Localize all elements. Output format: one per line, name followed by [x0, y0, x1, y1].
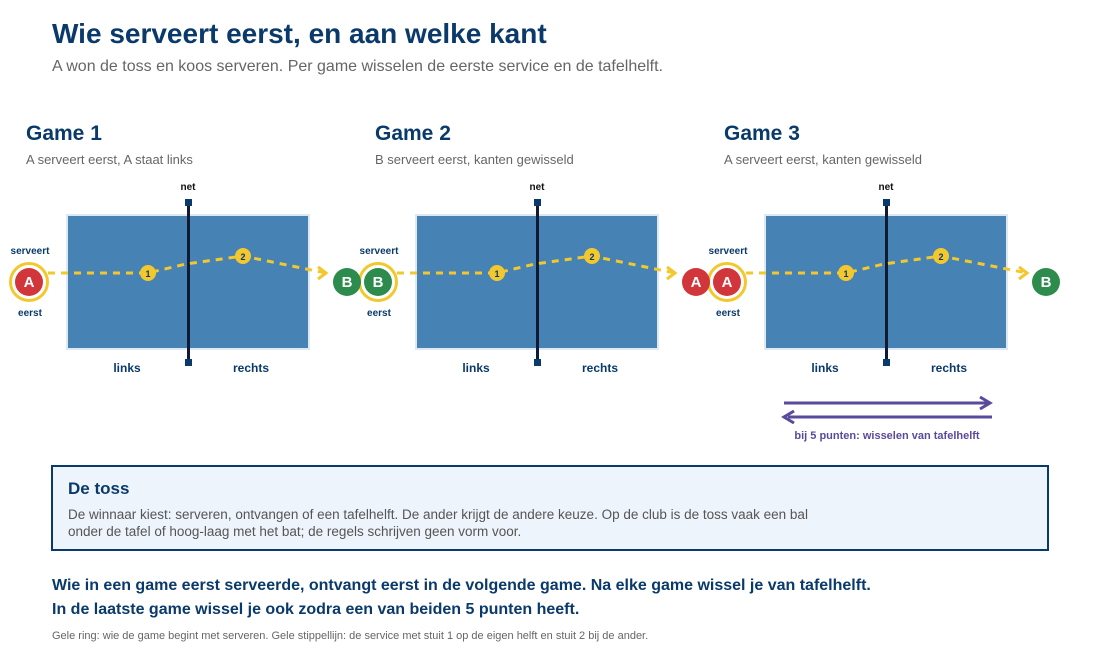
- player-b-receiver: B: [333, 268, 361, 296]
- bounce-2-marker: [235, 248, 251, 264]
- net-label: net: [878, 182, 894, 193]
- toss-box: De toss De winnaar kiest: serveren, ontv…: [51, 465, 1049, 551]
- page-subtitle: A won de toss en koos serveren. Per game…: [52, 58, 663, 75]
- first-server-ring: [9, 262, 49, 302]
- net-line: [536, 203, 539, 364]
- serves-first-label-bottom: eerst: [367, 308, 391, 319]
- net-label: net: [529, 182, 545, 193]
- game-panel-2: Game 2 B serveert eerst, kanten gewisseld…: [333, 122, 715, 452]
- summary: Wie in een game eerst serveerde, ontvang…: [52, 574, 871, 622]
- net-bottom-post: [534, 359, 541, 366]
- player-b-receiver: B: [1032, 268, 1060, 296]
- game-description: A serveert eerst, A staat links: [26, 152, 193, 167]
- page-title: Wie serveert eerst, en aan welke kant: [52, 18, 547, 49]
- game-title: Game 1: [26, 122, 102, 145]
- summary-line-2: In de laatste game wissel je ook zodra e…: [52, 601, 580, 618]
- serves-first-label-top: serveert: [359, 246, 399, 257]
- player-b-server: B: [364, 268, 392, 296]
- toss-text: De winnaar kiest: serveren, ontvangen of…: [68, 507, 808, 539]
- net-top-post: [185, 199, 192, 206]
- serves-first-label-top: serveert: [10, 246, 50, 257]
- bounce-2-label: 2: [589, 252, 594, 262]
- side-label-right: rechts: [232, 361, 270, 375]
- summary-line-1: Wie in een game eerst serveerde, ontvang…: [52, 577, 871, 594]
- net-bottom-post: [883, 359, 890, 366]
- bounce-1-label: 1: [843, 269, 848, 279]
- player-a-receiver: A: [682, 268, 710, 296]
- bounce-1-label: 1: [145, 269, 150, 279]
- serve-path: 1 2: [48, 248, 329, 281]
- bounce-1-marker: [140, 265, 156, 281]
- serve-arrow-head: [1018, 265, 1030, 281]
- bounce-2-marker: [933, 248, 949, 264]
- side-label-left: links: [113, 361, 141, 375]
- side-label-right: rechts: [581, 361, 619, 375]
- serve-path: 1 2: [397, 248, 678, 281]
- net-top-post: [883, 199, 890, 206]
- net-line: [885, 203, 888, 364]
- arrow-left-head: [781, 409, 795, 424]
- serve-arrow-head: [317, 265, 329, 281]
- bounce-2-marker: [584, 248, 600, 264]
- bounce-1-marker: [838, 265, 854, 281]
- serve-arrow-head: [666, 265, 678, 281]
- serves-first-label-bottom: eerst: [716, 308, 740, 319]
- net-line: [187, 203, 190, 364]
- game-panel-3: Game 3 A serveert eerst, kanten gewisseld…: [682, 122, 1064, 452]
- player-a-server: A: [713, 268, 741, 296]
- net-top-post: [534, 199, 541, 206]
- net-label: net: [180, 182, 196, 193]
- game-title: Game 2: [375, 122, 451, 145]
- game-description: B serveert eerst, kanten gewisseld: [375, 152, 574, 167]
- switch-sides-arrows: [781, 395, 993, 424]
- serves-first-label-top: serveert: [708, 246, 748, 257]
- game-title: Game 3: [724, 122, 800, 145]
- side-label-left: links: [811, 361, 839, 375]
- player-a-server: A: [15, 268, 43, 296]
- game-description: A serveert eerst, kanten gewisseld: [724, 152, 922, 167]
- toss-title: De toss: [68, 479, 130, 498]
- bounce-2-label: 2: [240, 252, 245, 262]
- bounce-2-label: 2: [938, 252, 943, 262]
- serve-path: 1 2: [746, 248, 1030, 281]
- bounce-1-marker: [489, 265, 505, 281]
- footnote: Gele ring: wie de game begint met server…: [52, 630, 649, 642]
- serves-first-label-bottom: eerst: [18, 308, 42, 319]
- net-bottom-post: [185, 359, 192, 366]
- side-label-right: rechts: [930, 361, 968, 375]
- switch-sides-label: bij 5 punten: wisselen van tafelhelft: [794, 430, 980, 442]
- arrow-right-head: [979, 395, 993, 411]
- side-label-left: links: [462, 361, 490, 375]
- bounce-1-label: 1: [494, 269, 499, 279]
- game-panel-1: Game 1 A serveert eerst, A staat links net…: [9, 122, 366, 452]
